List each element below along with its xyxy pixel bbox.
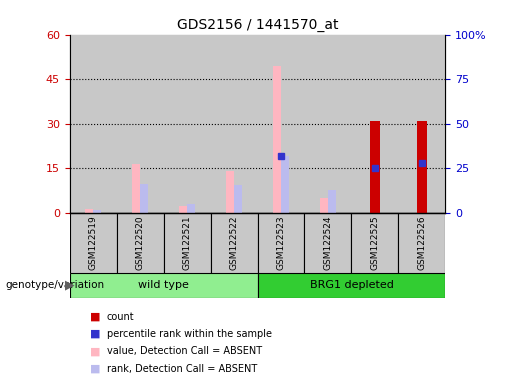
Text: GSM122523: GSM122523 bbox=[277, 215, 285, 270]
Bar bbox=[164, 35, 211, 213]
Text: GSM122519: GSM122519 bbox=[89, 215, 97, 270]
Bar bbox=[258, 273, 445, 298]
Title: GDS2156 / 1441570_at: GDS2156 / 1441570_at bbox=[177, 18, 338, 32]
Bar bbox=[140, 184, 148, 213]
Text: GSM122522: GSM122522 bbox=[230, 216, 238, 270]
Bar bbox=[319, 198, 328, 213]
Text: genotype/variation: genotype/variation bbox=[5, 280, 104, 290]
Bar bbox=[352, 213, 399, 273]
Text: percentile rank within the sample: percentile rank within the sample bbox=[107, 329, 271, 339]
Bar bbox=[272, 66, 281, 213]
Bar bbox=[70, 273, 258, 298]
Bar bbox=[304, 213, 352, 273]
Bar bbox=[131, 164, 140, 213]
Bar bbox=[116, 213, 164, 273]
Bar bbox=[187, 204, 196, 213]
Text: ■: ■ bbox=[90, 364, 100, 374]
Text: ■: ■ bbox=[90, 329, 100, 339]
Bar bbox=[370, 121, 380, 213]
Text: value, Detection Call = ABSENT: value, Detection Call = ABSENT bbox=[107, 346, 262, 356]
Text: ▶: ▶ bbox=[65, 279, 75, 292]
Bar bbox=[399, 213, 445, 273]
Bar bbox=[281, 156, 289, 213]
Text: count: count bbox=[107, 312, 134, 322]
Bar bbox=[116, 35, 164, 213]
Text: ■: ■ bbox=[90, 346, 100, 356]
Text: GSM122525: GSM122525 bbox=[370, 215, 380, 270]
Bar bbox=[258, 213, 304, 273]
Bar bbox=[164, 213, 211, 273]
Text: GSM122520: GSM122520 bbox=[135, 215, 145, 270]
Text: BRG1 depleted: BRG1 depleted bbox=[310, 280, 393, 290]
Bar bbox=[211, 35, 258, 213]
Bar bbox=[304, 35, 352, 213]
Bar bbox=[70, 213, 116, 273]
Text: GSM122526: GSM122526 bbox=[418, 215, 426, 270]
Bar bbox=[179, 206, 187, 213]
Text: wild type: wild type bbox=[138, 280, 189, 290]
Bar bbox=[93, 210, 101, 213]
Bar bbox=[84, 209, 93, 213]
Text: GSM122521: GSM122521 bbox=[182, 215, 192, 270]
Bar bbox=[399, 35, 445, 213]
Bar bbox=[417, 121, 427, 213]
Bar bbox=[352, 35, 399, 213]
Bar bbox=[328, 190, 336, 213]
Bar bbox=[258, 35, 304, 213]
Text: rank, Detection Call = ABSENT: rank, Detection Call = ABSENT bbox=[107, 364, 257, 374]
Bar bbox=[211, 213, 258, 273]
Bar bbox=[226, 172, 234, 213]
Text: ■: ■ bbox=[90, 312, 100, 322]
Bar bbox=[234, 185, 243, 213]
Bar bbox=[70, 35, 116, 213]
Text: GSM122524: GSM122524 bbox=[323, 216, 333, 270]
